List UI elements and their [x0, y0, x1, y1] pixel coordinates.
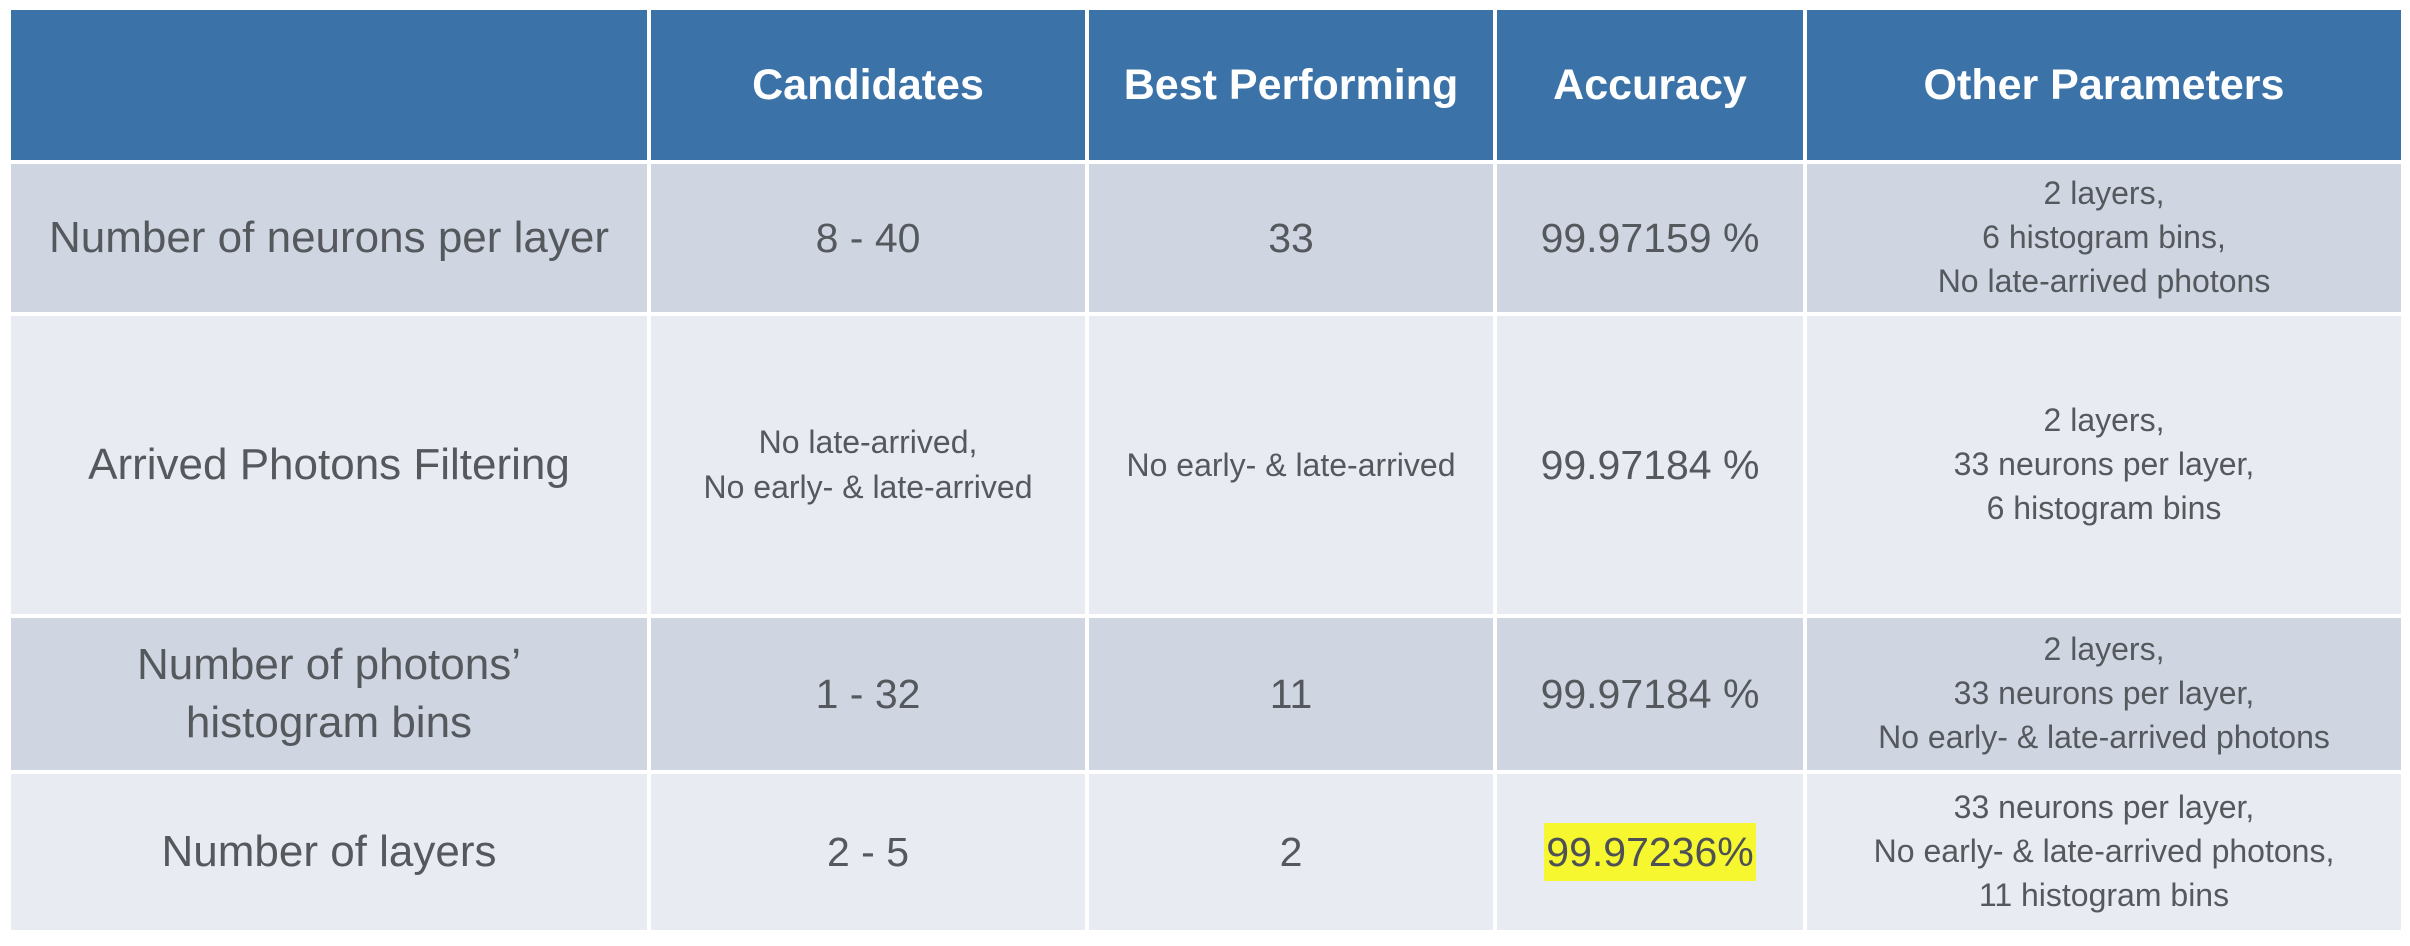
parameter-name-line: histogram bins: [185, 698, 473, 747]
candidate-line: No early- & late-arrived: [703, 469, 1033, 505]
accuracy-cell: 99.97184 %: [1493, 614, 1807, 774]
candidates-cell: 1 - 32: [647, 614, 1089, 774]
header-best-performing: Best Performing: [1085, 6, 1497, 164]
best-performing-cell: 11: [1085, 614, 1497, 774]
candidate-line: No late-arrived,: [758, 424, 978, 461]
header-other-parameters: Other Parameters: [1803, 6, 2405, 164]
parameter-name-line: Number of photons’: [137, 639, 521, 689]
best-accuracy-highlight: 99.97236%: [1544, 822, 1756, 881]
other-parameters-cell: 2 layers, 6 histogram bins, No late-arri…: [1803, 160, 2405, 316]
other-parameters-cell: 33 neurons per layer, No early- & late-a…: [1803, 770, 2405, 934]
other-parameter-line: 2 layers,: [2043, 631, 2165, 668]
parameter-name-cell: Number of layers: [7, 770, 651, 934]
parameter-name-cell: Number of photons’ histogram bins: [7, 614, 651, 774]
header-parameter: [7, 6, 651, 164]
other-parameter-line: No early- & late-arrived photons,: [1873, 833, 2335, 870]
other-parameter-line: 33 neurons per layer,: [1953, 789, 2255, 826]
other-parameter-line: 2 layers,: [2043, 175, 2165, 212]
table-header-row: Candidates Best Performing Accuracy Othe…: [7, 6, 2405, 164]
other-parameter-line: No late-arrived photons: [1937, 262, 2271, 299]
table-row: Arrived Photons Filtering No late-arrive…: [7, 312, 2405, 618]
other-parameters-cell: 2 layers, 33 neurons per layer, No early…: [1803, 614, 2405, 774]
best-performing-cell: 2: [1085, 770, 1497, 934]
candidates-cell: 8 - 40: [647, 160, 1089, 316]
results-table-container: Candidates Best Performing Accuracy Othe…: [7, 6, 2405, 934]
accuracy-cell: 99.97159 %: [1493, 160, 1807, 316]
candidates-cell: 2 - 5: [647, 770, 1089, 934]
accuracy-cell: 99.97236%: [1493, 770, 1807, 934]
table-row: Number of neurons per layer 8 - 40 33 99…: [7, 160, 2405, 316]
best-performing-cell: No early- & late-arrived: [1085, 312, 1497, 618]
accuracy-cell: 99.97184 %: [1493, 312, 1807, 618]
header-accuracy: Accuracy: [1493, 6, 1807, 164]
hyperparameter-results-table: Candidates Best Performing Accuracy Othe…: [7, 6, 2405, 934]
other-parameter-line: 33 neurons per layer,: [1953, 446, 2255, 483]
other-parameter-line: 2 layers,: [2043, 402, 2165, 439]
candidates-cell: No late-arrived, No early- & late-arrive…: [647, 312, 1089, 618]
best-performing-cell: 33: [1085, 160, 1497, 316]
other-parameter-line: 33 neurons per layer,: [1953, 675, 2255, 712]
parameter-name-cell: Number of neurons per layer: [7, 160, 651, 316]
parameter-name-cell: Arrived Photons Filtering: [7, 312, 651, 618]
other-parameters-cell: 2 layers, 33 neurons per layer, 6 histog…: [1803, 312, 2405, 618]
other-parameter-line: No early- & late-arrived photons: [1878, 718, 2330, 755]
table-row: Number of photons’ histogram bins 1 - 32…: [7, 614, 2405, 774]
other-parameter-line: 6 histogram bins: [1986, 489, 2222, 526]
header-candidates: Candidates: [647, 6, 1089, 164]
other-parameter-line: 11 histogram bins: [1978, 876, 2230, 913]
other-parameter-line: 6 histogram bins,: [1982, 219, 2226, 256]
table-row: Number of layers 2 - 5 2 99.97236% 33 ne…: [7, 770, 2405, 934]
